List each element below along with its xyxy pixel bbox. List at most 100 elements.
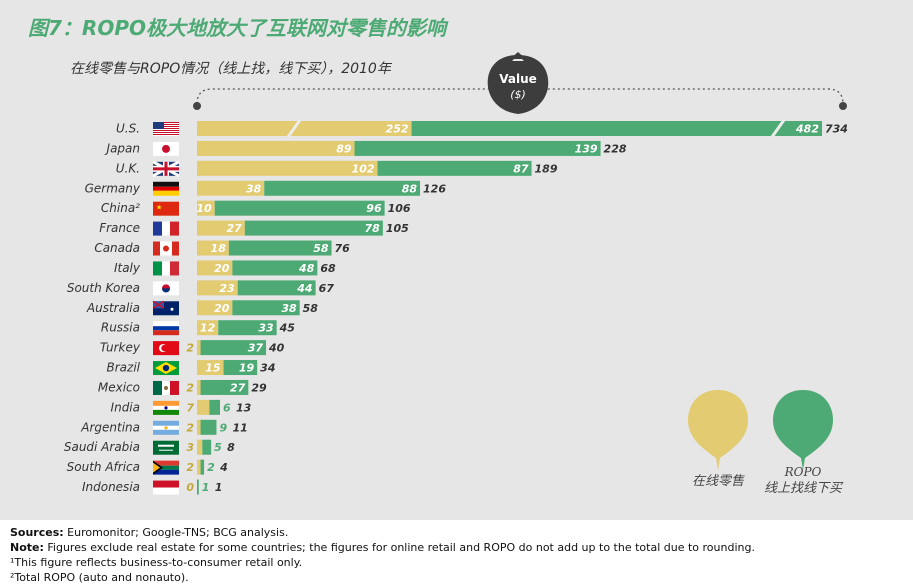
label-ropo: 1 [202, 481, 210, 494]
country-label: India [111, 400, 140, 414]
country-label: Germany [85, 181, 141, 195]
bar-ropo [200, 459, 205, 475]
flag-part [170, 307, 174, 311]
label-total: 34 [260, 362, 275, 375]
flag-part [164, 385, 168, 390]
label-total: 228 [604, 142, 627, 155]
label-ropo: 482 [795, 123, 819, 136]
label-online-retail: 89 [336, 142, 352, 155]
bar-online-retail [197, 439, 203, 455]
chart-subtitle: 在线零售与ROPO情况（线上找，线下买），2010年 [70, 61, 391, 77]
flag-part [153, 409, 179, 415]
label-total: 1 [215, 481, 223, 494]
bar-ropo [264, 180, 421, 196]
value-badge [487, 55, 549, 114]
note-line: Note: Figures exclude real estate for so… [10, 541, 755, 554]
note-text: Figures exclude real estate for some cou… [47, 541, 755, 554]
bar-online-retail [197, 419, 201, 435]
bar-ropo [354, 140, 601, 156]
bar-online-retail [197, 320, 219, 336]
label-total: 734 [825, 123, 848, 136]
bar-online-retail [197, 399, 210, 415]
label-online-retail: 2 [186, 461, 194, 474]
bar-ropo [197, 479, 199, 495]
label-ropo: 87 [513, 162, 529, 175]
flag-part [153, 326, 179, 331]
bar-online-retail [197, 140, 355, 156]
flag-part [162, 221, 170, 236]
flag-part [153, 130, 179, 131]
bar-online-retail [197, 280, 238, 296]
label-total: 189 [535, 162, 558, 175]
label-total: 126 [423, 182, 446, 195]
country-label: South Africa [67, 460, 140, 474]
label-total: 45 [279, 322, 296, 335]
bar-online-retail [197, 260, 233, 276]
label-online-retail: 15 [205, 362, 221, 375]
label-ropo: 2 [207, 461, 215, 474]
label-ropo: 6 [223, 401, 231, 414]
bar-online-retail [197, 200, 215, 216]
flag-part [153, 487, 179, 495]
flag-part [153, 221, 162, 236]
label-ropo: 37 [248, 342, 264, 355]
bar-ropo [244, 220, 383, 236]
label-online-retail: 27 [226, 222, 242, 235]
bar-ropo [214, 200, 385, 216]
flag-part [153, 129, 179, 130]
label-ropo: 5 [214, 441, 222, 454]
flag-part [162, 261, 170, 276]
flag-part [153, 122, 179, 123]
bar-online-retail [197, 240, 229, 256]
axis-break-mark [286, 119, 302, 138]
label-online-retail: 252 [386, 123, 409, 136]
label-total: 40 [268, 342, 285, 355]
bracket-end-left [193, 102, 201, 110]
label-online-retail: 12 [200, 322, 216, 335]
flag-part: ★ [156, 204, 162, 212]
label-online-retail: 0 [186, 481, 194, 494]
country-label: Brazil [107, 361, 141, 375]
label-ropo: 33 [258, 322, 274, 335]
flag-part [170, 221, 179, 236]
label-online-retail: 10 [196, 202, 212, 215]
flag-part [153, 462, 160, 473]
flag-part [153, 261, 162, 276]
label-online-retail: 2 [186, 381, 194, 394]
bar-online-retail [197, 360, 224, 376]
flag-part [163, 245, 169, 252]
label-total: 76 [335, 242, 351, 255]
country-label: China² [101, 201, 140, 215]
label-ropo: 88 [402, 182, 418, 195]
bar-ropo [200, 379, 249, 395]
label-total: 105 [386, 222, 409, 235]
bar-online-retail [197, 220, 245, 236]
flag-part [153, 400, 179, 406]
legend-ropo-label-1: ROPO [784, 465, 822, 479]
flag-part [153, 122, 164, 129]
flag-part [159, 449, 173, 451]
flag-part [153, 127, 179, 128]
bar-online-retail [197, 121, 412, 136]
label-ropo: 139 [575, 142, 598, 155]
axis-break-mark [770, 119, 786, 138]
flag-part [153, 133, 179, 134]
label-total: 13 [236, 401, 252, 414]
country-label: Canada [94, 241, 140, 255]
label-ropo: 48 [298, 262, 315, 275]
bar-online-retail [197, 459, 201, 475]
bar-ropo [232, 260, 318, 276]
legend-online-drop [688, 390, 748, 470]
label-total: 8 [227, 441, 235, 454]
flag-part [153, 167, 179, 171]
sources-label: Sources: [10, 526, 64, 539]
label-online-retail: 20 [214, 262, 230, 275]
flag-part [153, 465, 179, 470]
label-ropo: 58 [313, 242, 329, 255]
flag-part [161, 344, 168, 352]
bar-ropo [223, 360, 258, 376]
label-total: 29 [251, 381, 267, 394]
label-ropo: 38 [281, 302, 297, 315]
chart-title: 图7：ROPO极大地放大了互联网对零售的影响 [28, 16, 446, 40]
value-bracket [196, 88, 844, 105]
